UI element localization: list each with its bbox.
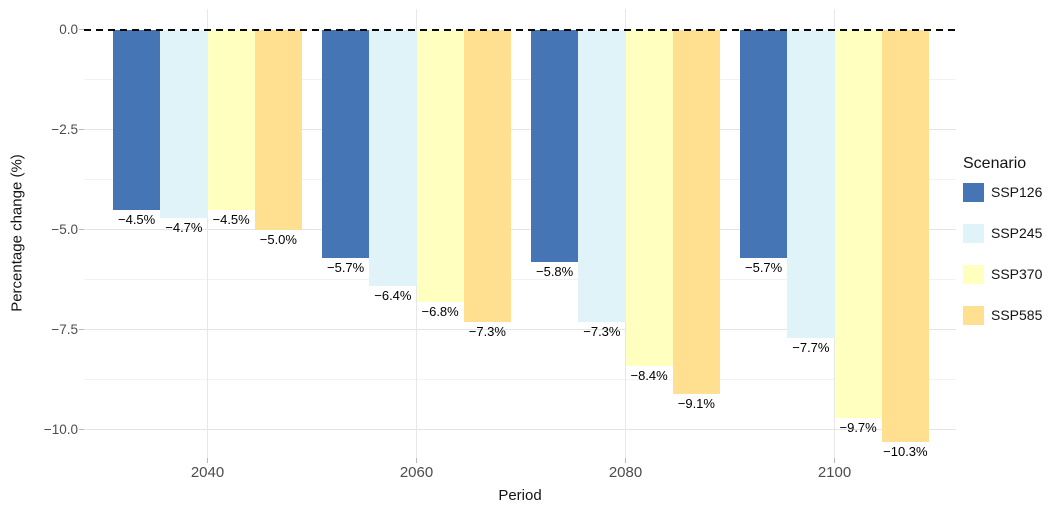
bar-SSP245-2040 [160,29,208,218]
bar-value-label: −7.3% [583,323,621,339]
bar-SSP126-2100 [740,29,788,258]
bar-SSP585-2080 [672,29,720,394]
bar-SSP370-2080 [625,29,673,366]
y-axis-tick [79,329,84,330]
minor-gridline [84,79,956,80]
legend-title: Scenario [963,155,1027,172]
x-axis-title: Period [498,487,542,504]
bar-value-label: −6.8% [421,303,459,319]
legend-items: SSP126 SSP245 SSP370 SSP585 [963,182,1042,325]
bar-value-label: −10.3% [883,443,928,459]
y-axis-tick-label: −5.0 [51,221,78,237]
minor-gridline [84,179,956,180]
x-axis-tick [834,457,835,463]
legend-item-SSP370: SSP370 [963,264,1042,284]
bar-SSP126-2080 [531,29,579,262]
legend-label-SSP370: SSP370 [991,266,1043,282]
legend: Scenario SSP126 SSP245 SSP370 SSP585 [963,155,1042,346]
legend-swatch-SSP245 [963,223,984,243]
legend-swatch-SSP585 [963,305,984,325]
bar-SSP585-2060 [463,29,511,322]
y-axis-tick [79,29,84,30]
major-gridline [84,229,956,230]
bar-value-label: −8.4% [630,367,668,383]
x-axis-tick [416,457,417,463]
minor-gridline [84,379,956,380]
legend-label-SSP245: SSP245 [991,225,1043,241]
bar-value-label: −5.7% [327,259,365,275]
bar-value-label: −4.7% [165,219,203,235]
legend-item-SSP585: SSP585 [963,305,1042,325]
bar-value-label: −5.7% [745,259,783,275]
major-gridline [84,429,956,430]
y-axis-tick-label: −2.5 [51,121,78,137]
bar-value-label: −6.4% [374,287,412,303]
legend-item-SSP245: SSP245 [963,223,1042,243]
legend-item-SSP126: SSP126 [963,182,1042,202]
bar-value-label: −7.7% [792,339,830,355]
bar-SSP245-2060 [369,29,417,286]
bar-SSP126-2040 [113,29,161,210]
bar-SSP585-2100 [881,29,929,442]
x-axis-tick-label: 2040 [190,464,225,481]
major-gridline [84,129,956,130]
legend-swatch-SSP370 [963,264,984,284]
x-axis-tick-label: 2060 [399,464,434,481]
bar-value-label: −4.5% [212,211,250,227]
y-axis-tick-label: 0.0 [59,21,78,37]
legend-swatch-SSP126 [963,182,984,202]
legend-label-SSP126: SSP126 [991,184,1043,200]
bar-value-label: −5.0% [259,231,297,247]
x-axis-tick [207,457,208,463]
y-axis-title: Percentage change (%) [8,154,26,312]
x-axis-tick-label: 2080 [608,464,643,481]
bar-SSP370-2100 [834,29,882,418]
y-axis-tick-label: −7.5 [51,321,78,337]
bar-value-label: −4.5% [118,211,156,227]
minor-gridline [84,279,956,280]
bar-value-label: −9.1% [677,395,715,411]
major-gridline [84,329,956,330]
bar-SSP126-2060 [322,29,370,258]
y-axis-tick-label: −10.0 [43,421,78,437]
bar-SSP370-2040 [207,29,255,210]
bar-SSP585-2040 [254,29,302,230]
legend-label-SSP585: SSP585 [991,307,1043,323]
y-axis-tick [79,229,84,230]
bar-SSP245-2100 [787,29,835,338]
bar-value-label: −5.8% [536,263,574,279]
bar-SSP370-2060 [416,29,464,302]
x-axis-tick-label: 2100 [817,464,852,481]
bar-SSP245-2080 [578,29,626,322]
y-axis-tick [79,129,84,130]
y-axis-tick [79,429,84,430]
x-axis-tick [625,457,626,463]
bar-value-label: −7.3% [468,323,506,339]
x-gridline [207,9,208,458]
zero-reference-line [84,28,956,31]
bar-value-label: −9.7% [839,419,877,435]
